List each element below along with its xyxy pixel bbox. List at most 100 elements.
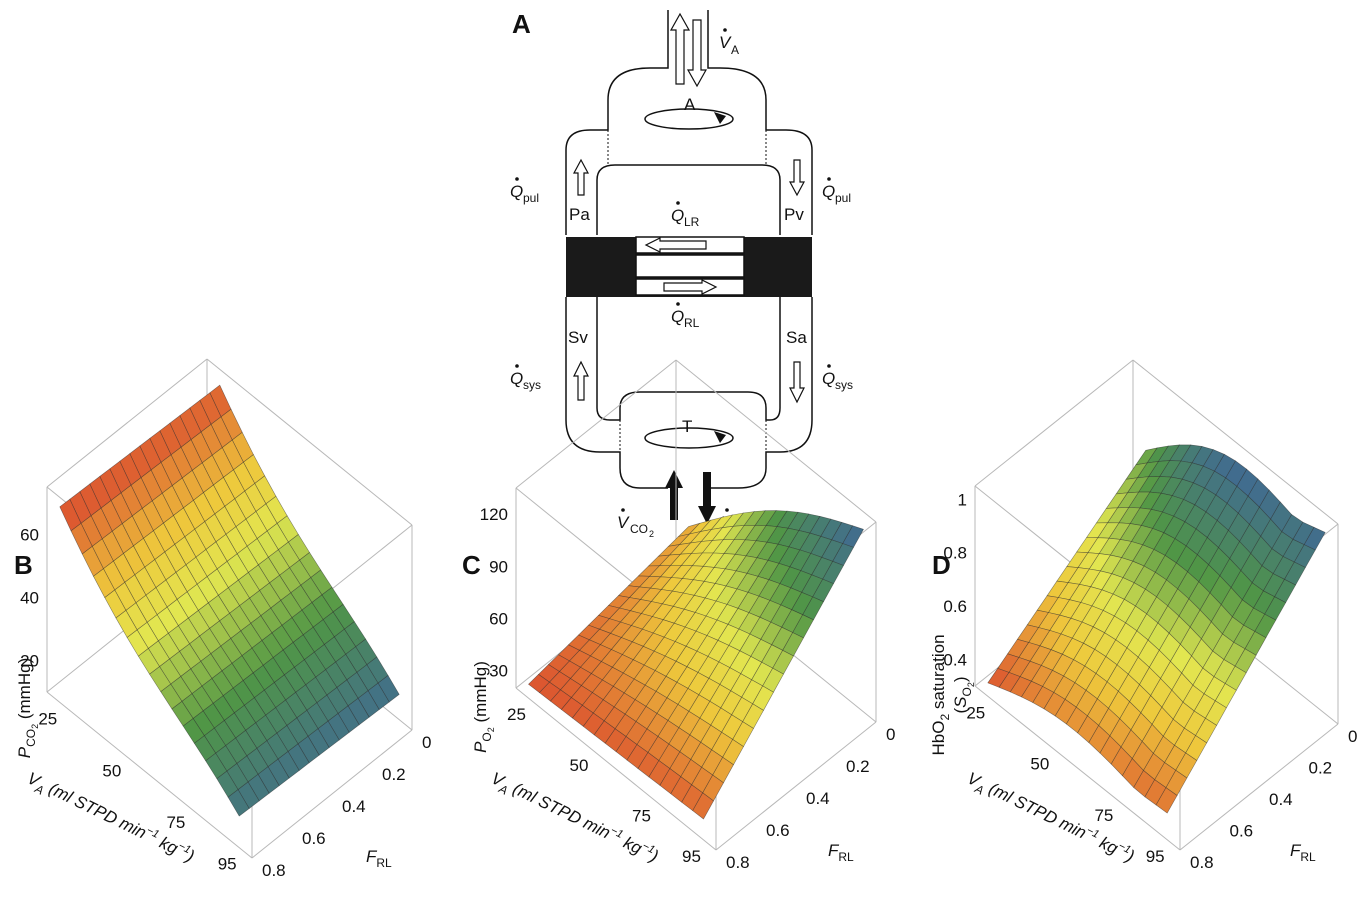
qsys-label-right: Q sys (822, 364, 853, 392)
y-tick-label: 0.6 (766, 821, 790, 840)
z-tick-label: 0.6 (943, 597, 967, 616)
panel-c-y-axis-label: FRL (828, 841, 854, 864)
box-edge (206, 358, 413, 526)
qsys-arrow-right (789, 361, 805, 404)
x-tick-label: 50 (1030, 755, 1049, 774)
panel-d-surface (987, 444, 1326, 814)
z-tick-label: 30 (489, 662, 508, 681)
svg-text:pul: pul (523, 191, 539, 205)
z-tick-label: 1 (958, 490, 967, 509)
surface-patch (59, 498, 82, 532)
vco2-arrow (665, 470, 683, 520)
surface-patch (987, 668, 1010, 688)
y-tick-label: 0.4 (342, 797, 366, 816)
svg-text:PCO2 (mmHg): PCO2 (mmHg) (15, 658, 40, 758)
panel-b-z-axis-label: PCO2 (mmHg) (15, 658, 40, 758)
panel-c-y-ticks: 0 0.2 0.4 0.6 0.8 (726, 725, 895, 872)
x-tick-label: 75 (632, 806, 651, 825)
z-tick-label: 0.8 (943, 544, 967, 563)
tissue-mixing-arrowhead (714, 431, 726, 443)
qpul-label-left: Q pul (510, 177, 539, 205)
x-tick-label: 25 (507, 705, 526, 724)
panel-c-z-axis-label: PO2 (mmHg) (471, 661, 496, 753)
panel-d-y-ticks: 0 0.2 0.4 0.6 0.8 (1190, 727, 1357, 872)
panel-d-z-ticks: 0.4 0.6 0.8 1 (943, 490, 967, 669)
sa-label: Sa (786, 328, 807, 347)
z-tick-label: 60 (489, 609, 508, 628)
box-edge (46, 691, 253, 859)
y-tick-label: 0 (886, 725, 895, 744)
svg-text:pul: pul (835, 191, 851, 205)
box-edge (46, 358, 208, 488)
tissue-label: T (682, 417, 692, 436)
svg-text:Q: Q (671, 307, 684, 326)
inner-bottom-path (596, 297, 781, 421)
z-tick-label: 90 (489, 557, 508, 576)
panel-c-x-ticks: 25 50 75 95 (507, 705, 701, 866)
vo2-arrow (698, 472, 716, 524)
panel-b-x-ticks: 25 50 75 95 (38, 709, 236, 873)
y-tick-label: 0 (1348, 727, 1357, 746)
z-tick-label: 40 (20, 588, 39, 607)
x-tick-label: 50 (102, 761, 121, 780)
panel-d-surface-plot: D 0.4 0.6 0.8 1 25 50 75 95 0 0.2 0.4 0.6 0.8 HbO2… (929, 359, 1357, 872)
svg-text:LR: LR (684, 215, 700, 229)
svg-text:RL: RL (684, 316, 700, 330)
shunt-mid (635, 254, 745, 278)
y-tick-label: 0.4 (1269, 790, 1293, 809)
y-tick-label: 0.2 (1309, 759, 1333, 778)
panel-b-z-ticks: 20 40 60 (20, 525, 39, 670)
sv-label: Sv (568, 328, 588, 347)
svg-text:Q: Q (671, 206, 684, 225)
box-edge (974, 359, 1134, 487)
y-tick-label: 0.8 (726, 853, 750, 872)
svg-text:A: A (731, 43, 739, 57)
x-tick-label: 95 (1146, 847, 1165, 866)
box-edge (715, 721, 877, 851)
svg-text:(SO2): (SO2) (951, 676, 976, 713)
vco2-label: V CO 2 (617, 508, 654, 539)
panel-a-letter: A (512, 9, 531, 39)
tissue-mixing-icon (644, 427, 734, 449)
panel-a-diagram: A A T (510, 9, 853, 539)
svg-text:sys: sys (835, 378, 853, 392)
panel-c-surface (528, 510, 864, 820)
panel-b-surface (59, 384, 400, 817)
qpul-arrow-left (572, 158, 590, 196)
svg-text:FRL: FRL (366, 847, 392, 870)
box-edge (675, 359, 877, 523)
box-edge (1132, 359, 1339, 525)
box-edge (515, 359, 677, 489)
panel-c-letter: C (462, 550, 481, 580)
qpul-arrow-right (788, 159, 806, 197)
y-tick-label: 0.2 (382, 765, 406, 784)
svg-text:V: V (617, 513, 630, 532)
z-tick-label: 20 (20, 651, 39, 670)
va-arrow-out (669, 12, 691, 85)
x-tick-label: 25 (966, 703, 985, 722)
svg-text:V: V (719, 33, 732, 52)
x-tick-label: 25 (38, 709, 57, 728)
x-tick-label: 95 (218, 855, 237, 874)
box-edge (251, 729, 413, 859)
svg-text:Q: Q (822, 182, 835, 201)
panel-b-surface-plot: B 20 40 60 25 50 75 95 0 0.2 0.4 0.6 0.8 PCO2 (mm… (14, 358, 431, 880)
y-tick-label: 0.4 (806, 789, 830, 808)
box-edge (974, 685, 1181, 851)
panel-b-letter: B (14, 550, 33, 580)
y-tick-label: 0.8 (262, 861, 286, 880)
va-label: V A (719, 28, 739, 57)
y-tick-label: 0.2 (846, 757, 870, 776)
outer-bottom-path (565, 297, 813, 489)
x-tick-label: 75 (1094, 806, 1113, 825)
panel-d-z-axis-label: HbO2 saturation (SO2) (929, 634, 976, 755)
qpul-label-right: Q pul (822, 177, 851, 205)
x-tick-label: 50 (570, 756, 589, 775)
panel-c-surface-plot: C 30 60 90 120 25 50 75 95 0 0.2 0.4 0.6 0.8 PO2 (… (462, 359, 895, 872)
inner-top-path (596, 164, 781, 235)
panel-b-y-axis-label: FRL (366, 847, 392, 870)
alveoli-label: A (684, 95, 696, 114)
panel-d-y-axis-label: FRL (1290, 841, 1316, 864)
qsys-arrow-left (573, 360, 589, 401)
